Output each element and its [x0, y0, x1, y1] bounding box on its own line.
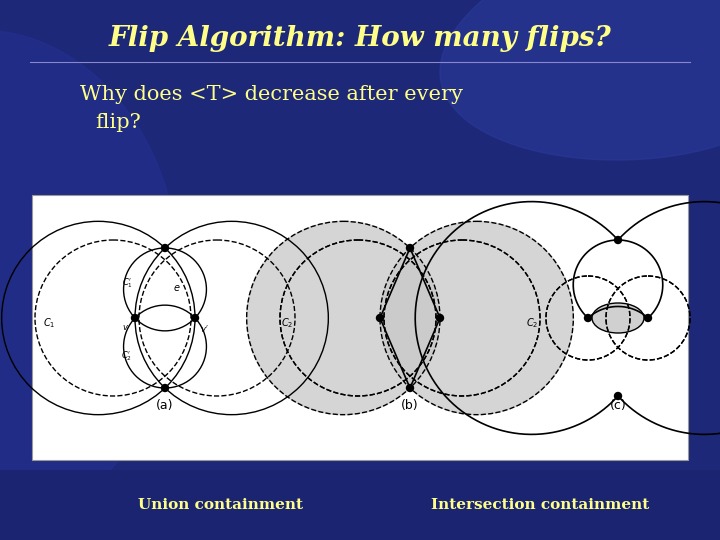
FancyBboxPatch shape: [0, 470, 720, 540]
Text: $C_2$: $C_2$: [281, 316, 293, 330]
Text: $e$: $e$: [174, 283, 181, 293]
Text: $C_1^{\prime}$: $C_1^{\prime}$: [122, 276, 132, 290]
Text: Intersection containment: Intersection containment: [431, 498, 649, 512]
Text: $v$: $v$: [122, 323, 130, 333]
Circle shape: [585, 314, 592, 321]
Circle shape: [614, 393, 621, 400]
Circle shape: [377, 314, 384, 321]
Circle shape: [644, 314, 652, 321]
Circle shape: [407, 384, 413, 391]
FancyBboxPatch shape: [32, 195, 688, 460]
Circle shape: [407, 245, 413, 252]
Text: $C_1$: $C_1$: [43, 316, 55, 330]
Text: Union containment: Union containment: [138, 498, 302, 512]
Circle shape: [614, 237, 621, 244]
Ellipse shape: [592, 303, 644, 333]
Polygon shape: [440, 0, 720, 160]
Polygon shape: [247, 221, 440, 415]
Circle shape: [161, 384, 168, 391]
Text: Flip Algorithm: How many flips?: Flip Algorithm: How many flips?: [109, 24, 611, 51]
Text: $C_2^{\prime}$: $C_2^{\prime}$: [122, 349, 132, 363]
Text: $v'$: $v'$: [199, 322, 209, 334]
Text: flip?: flip?: [95, 112, 140, 132]
Text: (a): (a): [156, 400, 174, 413]
Circle shape: [192, 314, 199, 321]
Circle shape: [132, 314, 138, 321]
Text: Why does <T> decrease after every: Why does <T> decrease after every: [80, 85, 463, 105]
Polygon shape: [0, 30, 180, 530]
Circle shape: [161, 245, 168, 252]
Circle shape: [436, 314, 444, 321]
Text: (b): (b): [401, 400, 419, 413]
Polygon shape: [380, 221, 573, 415]
Text: $C_2$: $C_2$: [526, 316, 539, 330]
Text: (c): (c): [610, 400, 626, 413]
